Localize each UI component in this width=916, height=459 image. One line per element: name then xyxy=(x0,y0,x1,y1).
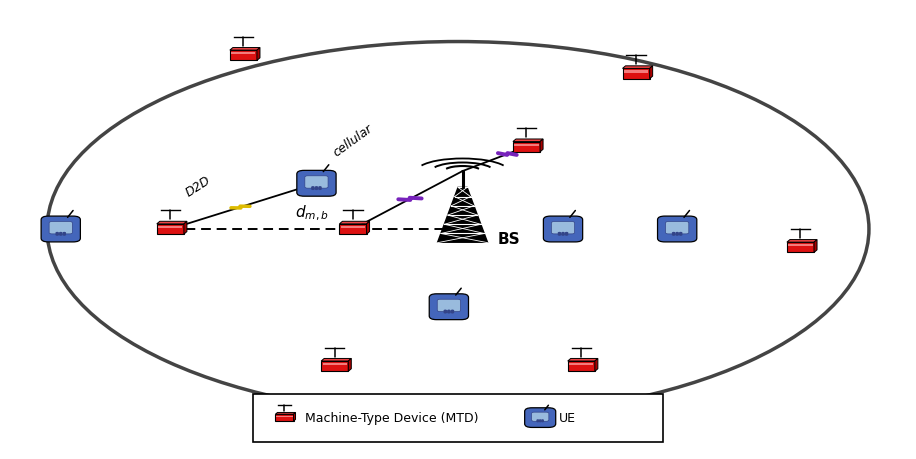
Polygon shape xyxy=(157,222,187,224)
Polygon shape xyxy=(276,414,293,421)
Polygon shape xyxy=(322,358,352,361)
Circle shape xyxy=(60,233,62,234)
Polygon shape xyxy=(230,49,260,51)
Polygon shape xyxy=(568,361,594,371)
Circle shape xyxy=(452,311,453,312)
Polygon shape xyxy=(438,188,487,243)
FancyBboxPatch shape xyxy=(658,217,697,242)
Polygon shape xyxy=(184,222,187,235)
Circle shape xyxy=(444,311,446,312)
Circle shape xyxy=(542,421,543,422)
Polygon shape xyxy=(341,226,365,229)
Circle shape xyxy=(540,421,541,422)
Circle shape xyxy=(319,189,322,190)
FancyBboxPatch shape xyxy=(297,171,336,197)
FancyBboxPatch shape xyxy=(531,412,549,421)
Polygon shape xyxy=(348,358,352,371)
Polygon shape xyxy=(789,245,812,247)
Text: cellular: cellular xyxy=(331,122,376,159)
Polygon shape xyxy=(157,224,184,235)
Circle shape xyxy=(537,421,539,422)
Polygon shape xyxy=(276,413,296,414)
Text: BS: BS xyxy=(497,231,520,246)
Polygon shape xyxy=(322,363,347,365)
Circle shape xyxy=(537,420,539,421)
Polygon shape xyxy=(158,226,182,229)
Polygon shape xyxy=(293,413,296,421)
Polygon shape xyxy=(569,363,594,365)
Polygon shape xyxy=(232,53,256,55)
Circle shape xyxy=(559,233,561,234)
Circle shape xyxy=(680,233,682,234)
FancyBboxPatch shape xyxy=(49,222,72,235)
Polygon shape xyxy=(277,416,292,417)
Circle shape xyxy=(540,420,541,421)
Polygon shape xyxy=(340,222,369,224)
Circle shape xyxy=(452,312,453,313)
Polygon shape xyxy=(513,140,543,142)
Circle shape xyxy=(63,233,65,234)
Polygon shape xyxy=(540,140,543,152)
Polygon shape xyxy=(649,67,653,79)
Polygon shape xyxy=(366,222,369,235)
FancyBboxPatch shape xyxy=(41,217,81,242)
Circle shape xyxy=(565,233,568,234)
Ellipse shape xyxy=(47,42,869,417)
Circle shape xyxy=(542,420,543,421)
Circle shape xyxy=(315,189,318,190)
Text: Machine-Type Device (MTD): Machine-Type Device (MTD) xyxy=(305,411,478,424)
Circle shape xyxy=(319,187,322,189)
Text: D2D: D2D xyxy=(183,174,213,199)
Polygon shape xyxy=(623,67,653,69)
Polygon shape xyxy=(340,224,366,235)
Text: $d_{m,b}$: $d_{m,b}$ xyxy=(295,203,329,223)
FancyBboxPatch shape xyxy=(551,222,574,235)
Circle shape xyxy=(444,312,446,313)
Polygon shape xyxy=(513,142,540,152)
FancyBboxPatch shape xyxy=(305,176,328,189)
Polygon shape xyxy=(257,49,260,61)
Polygon shape xyxy=(568,358,598,361)
Circle shape xyxy=(448,311,450,312)
Circle shape xyxy=(315,187,318,189)
Text: UE: UE xyxy=(559,411,575,424)
Polygon shape xyxy=(322,361,348,371)
Polygon shape xyxy=(624,71,649,73)
Circle shape xyxy=(672,233,675,234)
FancyBboxPatch shape xyxy=(437,300,461,312)
Circle shape xyxy=(311,187,314,189)
Polygon shape xyxy=(230,51,257,61)
Polygon shape xyxy=(787,240,817,243)
Circle shape xyxy=(676,233,678,234)
Polygon shape xyxy=(623,69,649,79)
Polygon shape xyxy=(787,243,814,253)
Polygon shape xyxy=(594,358,598,371)
Circle shape xyxy=(448,312,450,313)
Circle shape xyxy=(56,233,59,234)
FancyBboxPatch shape xyxy=(525,408,556,427)
FancyBboxPatch shape xyxy=(430,294,468,320)
FancyBboxPatch shape xyxy=(253,394,663,442)
Circle shape xyxy=(562,233,564,234)
FancyBboxPatch shape xyxy=(666,222,689,235)
Polygon shape xyxy=(515,144,539,146)
Circle shape xyxy=(311,189,314,190)
FancyBboxPatch shape xyxy=(543,217,583,242)
Polygon shape xyxy=(814,240,817,253)
